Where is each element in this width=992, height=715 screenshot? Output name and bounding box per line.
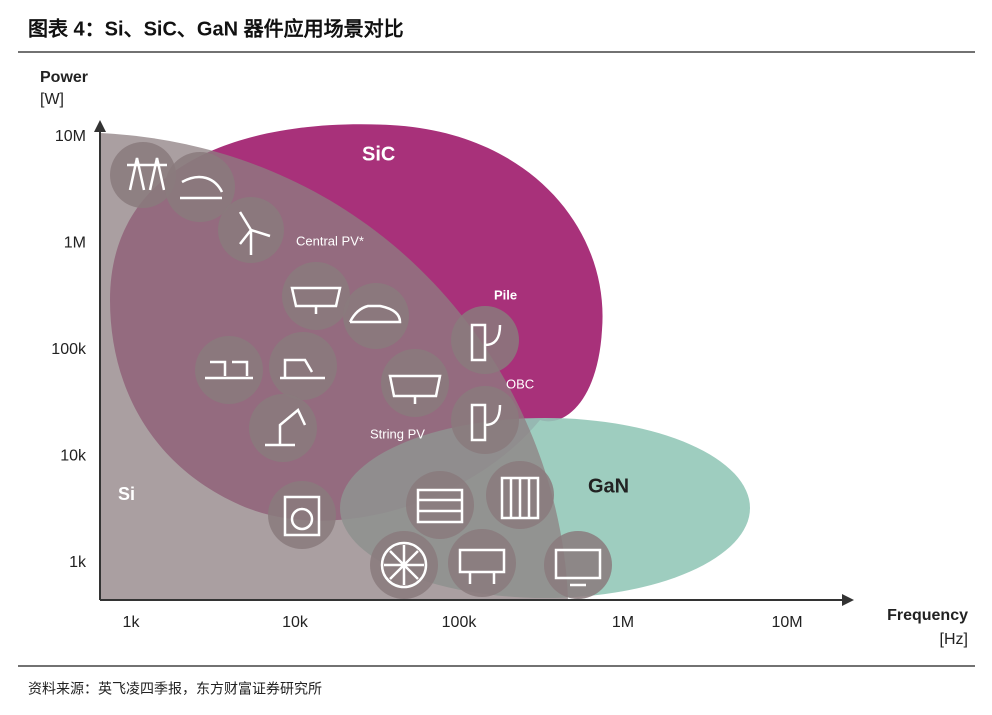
region-label: Si [118, 484, 135, 504]
annotation: Central PV* [296, 233, 364, 248]
annotation: OBC [506, 376, 534, 391]
y-axis-title: Power [40, 69, 88, 86]
region-label: SiC [362, 143, 395, 165]
x-tick-label: 100k [442, 614, 478, 631]
y-tick-label: 10k [60, 448, 87, 465]
source: 资料来源：英飞凌四季报，东方财富证券研究所 [28, 681, 322, 697]
y-tick-label: 100k [51, 341, 87, 358]
y-tick-label: 10M [55, 128, 86, 145]
x-axis-unit: [Hz] [940, 631, 968, 648]
region-label: GaN [588, 475, 629, 497]
annotation: String PV [370, 426, 425, 441]
y-arrow [94, 120, 106, 132]
x-tick-label: 1k [123, 614, 141, 631]
x-arrow [842, 594, 854, 606]
icons [110, 142, 612, 599]
annotation: Pile [494, 287, 517, 302]
x-tick-label: 10k [282, 614, 309, 631]
x-tick-label: 10M [771, 614, 802, 631]
x-tick-label: 1M [612, 614, 634, 631]
y-axis-unit: [W] [40, 91, 64, 108]
title: 图表 4：Si、SiC、GaN 器件应用场景对比 [28, 16, 404, 40]
y-tick-label: 1M [64, 235, 86, 252]
x-axis-title: Frequency [887, 607, 968, 624]
y-tick-label: 1k [69, 554, 87, 571]
